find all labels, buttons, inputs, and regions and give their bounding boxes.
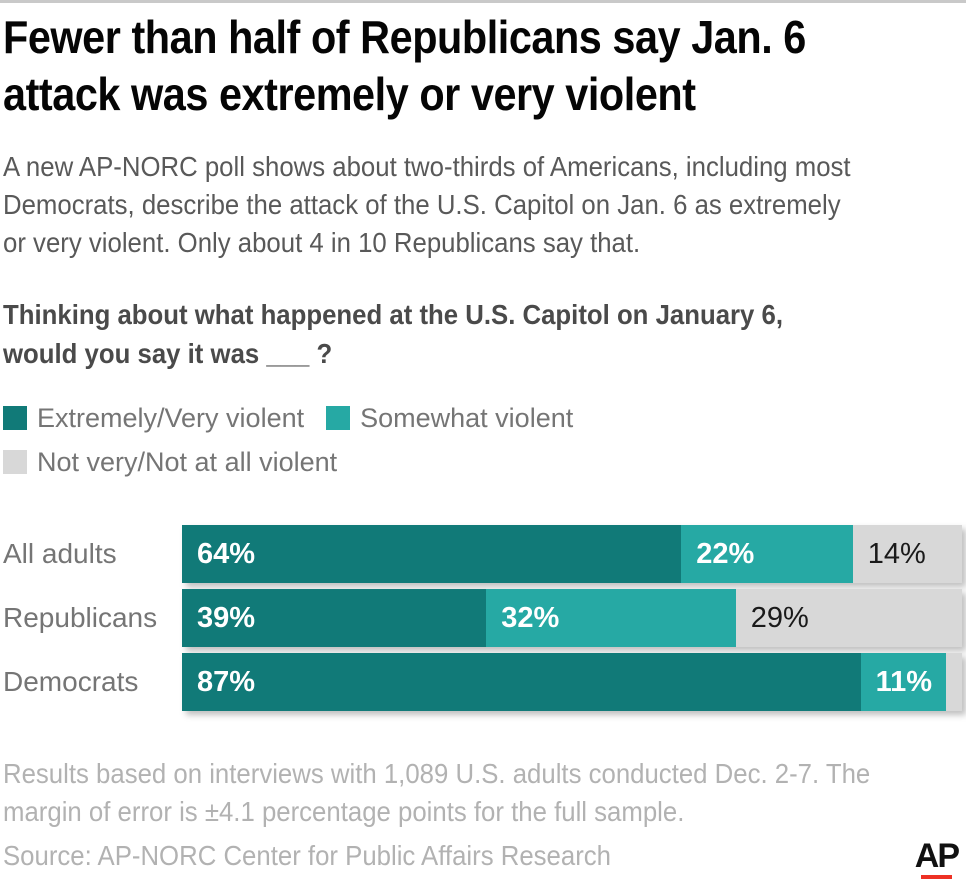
methodology-line: Results based on interviews with 1,089 U… bbox=[3, 758, 871, 789]
bar-segment: 29% bbox=[735, 589, 962, 647]
legend-item: Extremely/Very violent bbox=[3, 403, 304, 433]
bar-segment: 64% bbox=[182, 525, 682, 583]
methodology-line: margin of error is ±4.1 percentage point… bbox=[3, 796, 685, 827]
chart-row: All adults 64% 22% 14% bbox=[3, 525, 962, 583]
legend-label: Not very/Not at all violent bbox=[37, 447, 338, 477]
bar-stack: 39% 32% 29% bbox=[182, 589, 962, 647]
intro-paragraph: A new AP-NORC poll shows about two-third… bbox=[3, 148, 962, 262]
title-line: Fewer than half of Republicans say Jan. … bbox=[3, 11, 806, 63]
intro-line: or very violent. Only about 4 in 10 Repu… bbox=[3, 227, 641, 258]
poll-question: Thinking about what happened at the U.S.… bbox=[3, 295, 962, 373]
bar-segment bbox=[946, 653, 962, 711]
question-line: would you say it was ___ ? bbox=[3, 338, 333, 369]
bar-segment: 87% bbox=[182, 653, 861, 711]
bar-segment: 14% bbox=[852, 525, 962, 583]
value-label: 14% bbox=[867, 537, 926, 570]
bar-chart: All adults 64% 22% 14% Republicans 39% 32% 29% D… bbox=[3, 525, 962, 711]
value-label: 64% bbox=[197, 537, 256, 570]
legend-item: Not very/Not at all violent bbox=[3, 447, 337, 477]
chart-row: Republicans 39% 32% 29% bbox=[3, 589, 962, 647]
value-label: 11% bbox=[875, 665, 933, 698]
value-label: 39% bbox=[197, 601, 256, 634]
legend-item: Somewhat violent bbox=[326, 403, 573, 433]
ap-logo: AP bbox=[914, 837, 960, 879]
legend: Extremely/Very violent Somewhat violent No… bbox=[3, 403, 733, 477]
bar-stack: 87% 11% bbox=[182, 653, 962, 711]
source-row: Source: AP-NORC Center for Public Affair… bbox=[3, 839, 962, 879]
value-label: 32% bbox=[501, 601, 560, 634]
legend-label: Somewhat violent bbox=[360, 403, 574, 433]
intro-line: A new AP-NORC poll shows about two-third… bbox=[3, 151, 851, 182]
value-label: 29% bbox=[750, 601, 809, 634]
chart-row: Democrats 87% 11% bbox=[3, 653, 962, 711]
bar-segment: 32% bbox=[486, 589, 736, 647]
category-label: Democrats bbox=[3, 666, 139, 697]
bar-segment: 11% bbox=[860, 653, 947, 711]
category-label: Republicans bbox=[3, 602, 158, 633]
bar-stack: 64% 22% 14% bbox=[182, 525, 962, 583]
value-label: 87% bbox=[197, 665, 256, 698]
value-label: 22% bbox=[696, 537, 755, 570]
source-credit: Source: AP-NORC Center for Public Affair… bbox=[3, 840, 611, 871]
legend-swatch bbox=[3, 406, 27, 430]
intro-line: Democrats, describe the attack of the U.… bbox=[3, 189, 841, 220]
ap-logo-red-bar bbox=[920, 875, 952, 879]
page-title: Fewer than half of Republicans say Jan. … bbox=[3, 9, 962, 123]
legend-swatch bbox=[326, 406, 351, 430]
legend-swatch bbox=[3, 450, 27, 474]
category-label: All adults bbox=[3, 538, 117, 569]
title-line: attack was extremely or very violent bbox=[3, 68, 696, 120]
bar-segment: 22% bbox=[681, 525, 853, 583]
legend-label: Extremely/Very violent bbox=[37, 403, 305, 433]
methodology-note: Results based on interviews with 1,089 U… bbox=[3, 755, 962, 831]
question-line: Thinking about what happened at the U.S.… bbox=[3, 299, 784, 330]
bar-segment: 39% bbox=[182, 589, 487, 647]
ap-logo-text: AP bbox=[914, 837, 960, 875]
